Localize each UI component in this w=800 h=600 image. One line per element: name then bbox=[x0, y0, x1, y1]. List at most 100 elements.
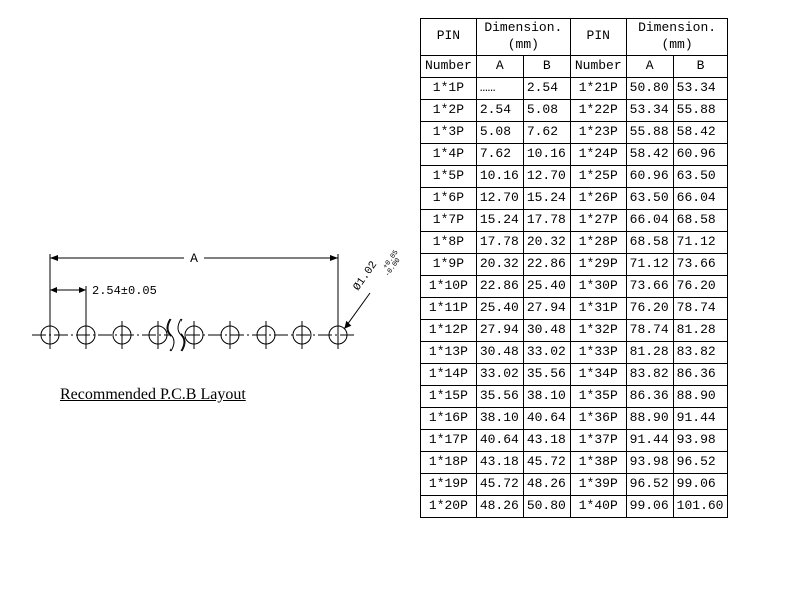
val-A-right: 99.06 bbox=[626, 495, 673, 517]
val-B-left: 40.64 bbox=[523, 407, 570, 429]
pin-left: 1*15P bbox=[421, 385, 477, 407]
pin-left: 1*12P bbox=[421, 319, 477, 341]
header-B-left: B bbox=[523, 55, 570, 77]
val-B-left: 20.32 bbox=[523, 231, 570, 253]
header-A-right: A bbox=[626, 55, 673, 77]
val-B-right: 81.28 bbox=[673, 319, 728, 341]
table-row: 1*3P5.087.621*23P55.8858.42 bbox=[421, 121, 728, 143]
val-B-right: 66.04 bbox=[673, 187, 728, 209]
pin-left: 1*16P bbox=[421, 407, 477, 429]
val-A-right: 73.66 bbox=[626, 275, 673, 297]
val-B-left: 15.24 bbox=[523, 187, 570, 209]
val-A-right: 60.96 bbox=[626, 165, 673, 187]
svg-text:2.54±0.05: 2.54±0.05 bbox=[92, 284, 157, 298]
val-B-left: 5.08 bbox=[523, 99, 570, 121]
pcb-svg: A2.54±0.05Ø1.02+0.05-0.00 bbox=[20, 240, 400, 380]
val-A-left: 35.56 bbox=[476, 385, 523, 407]
table-row: 1*11P25.4027.941*31P76.2078.74 bbox=[421, 297, 728, 319]
pin-right: 1*39P bbox=[570, 473, 626, 495]
val-A-right: 78.74 bbox=[626, 319, 673, 341]
pin-left: 1*14P bbox=[421, 363, 477, 385]
val-B-right: 86.36 bbox=[673, 363, 728, 385]
pin-right: 1*26P bbox=[570, 187, 626, 209]
table-row: 1*18P43.1845.721*38P93.9896.52 bbox=[421, 451, 728, 473]
val-A-right: 53.34 bbox=[626, 99, 673, 121]
val-A-left: …… bbox=[476, 77, 523, 99]
pin-right: 1*22P bbox=[570, 99, 626, 121]
val-A-right: 83.82 bbox=[626, 363, 673, 385]
table-body: 1*1P……2.541*21P50.8053.341*2P2.545.081*2… bbox=[421, 77, 728, 517]
val-B-right: 83.82 bbox=[673, 341, 728, 363]
val-A-right: 50.80 bbox=[626, 77, 673, 99]
val-A-right: 91.44 bbox=[626, 429, 673, 451]
pin-left: 1*18P bbox=[421, 451, 477, 473]
val-A-left: 10.16 bbox=[476, 165, 523, 187]
pin-right: 1*31P bbox=[570, 297, 626, 319]
pin-right: 1*33P bbox=[570, 341, 626, 363]
val-A-right: 96.52 bbox=[626, 473, 673, 495]
table-row: 1*15P35.5638.101*35P86.3688.90 bbox=[421, 385, 728, 407]
pin-left: 1*9P bbox=[421, 253, 477, 275]
pin-left: 1*17P bbox=[421, 429, 477, 451]
val-B-left: 22.86 bbox=[523, 253, 570, 275]
table-row: 1*7P15.2417.781*27P66.0468.58 bbox=[421, 209, 728, 231]
val-B-left: 45.72 bbox=[523, 451, 570, 473]
pin-left: 1*20P bbox=[421, 495, 477, 517]
val-B-right: 76.20 bbox=[673, 275, 728, 297]
header-A-left: A bbox=[476, 55, 523, 77]
val-B-right: 101.60 bbox=[673, 495, 728, 517]
table-row: 1*19P45.7248.261*39P96.5299.06 bbox=[421, 473, 728, 495]
val-B-left: 7.62 bbox=[523, 121, 570, 143]
val-B-right: 68.58 bbox=[673, 209, 728, 231]
pin-right: 1*28P bbox=[570, 231, 626, 253]
pin-right: 1*34P bbox=[570, 363, 626, 385]
table-row: 1*5P10.1612.701*25P60.9663.50 bbox=[421, 165, 728, 187]
val-B-left: 30.48 bbox=[523, 319, 570, 341]
val-A-left: 48.26 bbox=[476, 495, 523, 517]
pin-right: 1*40P bbox=[570, 495, 626, 517]
val-A-right: 76.20 bbox=[626, 297, 673, 319]
header-pin-right: PIN bbox=[570, 19, 626, 56]
val-B-right: 63.50 bbox=[673, 165, 728, 187]
svg-text:Ø1.02: Ø1.02 bbox=[351, 259, 380, 293]
val-B-left: 38.10 bbox=[523, 385, 570, 407]
val-B-left: 48.26 bbox=[523, 473, 570, 495]
val-B-right: 60.96 bbox=[673, 143, 728, 165]
pin-right: 1*32P bbox=[570, 319, 626, 341]
val-B-left: 33.02 bbox=[523, 341, 570, 363]
val-A-left: 43.18 bbox=[476, 451, 523, 473]
pin-left: 1*13P bbox=[421, 341, 477, 363]
pin-left: 1*1P bbox=[421, 77, 477, 99]
val-A-right: 55.88 bbox=[626, 121, 673, 143]
val-B-left: 2.54 bbox=[523, 77, 570, 99]
pin-right: 1*37P bbox=[570, 429, 626, 451]
pin-left: 1*7P bbox=[421, 209, 477, 231]
val-B-left: 12.70 bbox=[523, 165, 570, 187]
val-B-left: 25.40 bbox=[523, 275, 570, 297]
pin-left: 1*5P bbox=[421, 165, 477, 187]
pcb-layout-diagram: A2.54±0.05Ø1.02+0.05-0.00 Recommended P.… bbox=[20, 240, 400, 404]
table-header: PIN Dimension.(mm) PIN Dimension.(mm) Nu… bbox=[421, 19, 728, 78]
val-B-right: 73.66 bbox=[673, 253, 728, 275]
val-A-left: 5.08 bbox=[476, 121, 523, 143]
table-row: 1*8P17.7820.321*28P68.5871.12 bbox=[421, 231, 728, 253]
val-B-left: 35.56 bbox=[523, 363, 570, 385]
table-row: 1*10P22.8625.401*30P73.6676.20 bbox=[421, 275, 728, 297]
val-A-left: 38.10 bbox=[476, 407, 523, 429]
val-B-right: 58.42 bbox=[673, 121, 728, 143]
pin-dimension-table-area: PIN Dimension.(mm) PIN Dimension.(mm) Nu… bbox=[420, 18, 728, 518]
header-B-right: B bbox=[673, 55, 728, 77]
table-row: 1*2P2.545.081*22P53.3455.88 bbox=[421, 99, 728, 121]
val-A-left: 12.70 bbox=[476, 187, 523, 209]
val-A-left: 7.62 bbox=[476, 143, 523, 165]
val-A-left: 45.72 bbox=[476, 473, 523, 495]
table-row: 1*20P48.2650.801*40P99.06101.60 bbox=[421, 495, 728, 517]
pin-left: 1*11P bbox=[421, 297, 477, 319]
table-row: 1*6P12.7015.241*26P63.5066.04 bbox=[421, 187, 728, 209]
header-number-right: Number bbox=[570, 55, 626, 77]
val-A-left: 20.32 bbox=[476, 253, 523, 275]
header-number-left: Number bbox=[421, 55, 477, 77]
pin-right: 1*21P bbox=[570, 77, 626, 99]
val-A-right: 86.36 bbox=[626, 385, 673, 407]
val-B-right: 99.06 bbox=[673, 473, 728, 495]
